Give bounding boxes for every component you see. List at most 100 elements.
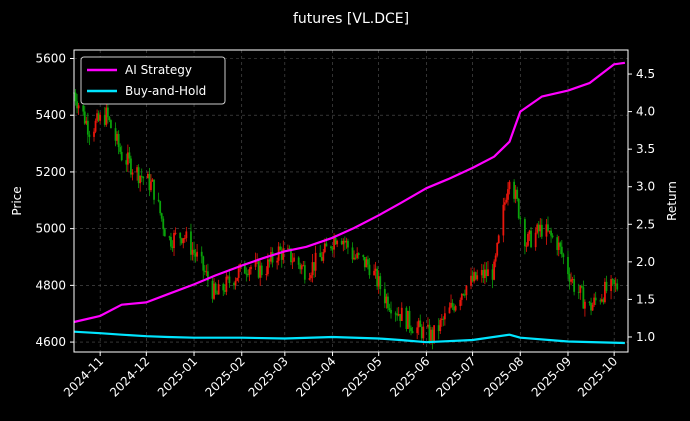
- candle: [99, 111, 102, 124]
- right-tick-label: 2.5: [636, 217, 655, 231]
- candle-body: [593, 297, 596, 305]
- candle: [217, 279, 220, 295]
- candle-body: [323, 243, 326, 253]
- candle: [527, 232, 529, 247]
- candle-body: [383, 289, 386, 304]
- candle: [114, 122, 117, 147]
- candle: [136, 164, 138, 181]
- candle: [74, 88, 77, 106]
- candle-body: [400, 307, 403, 321]
- candle-body: [345, 240, 348, 243]
- candle-body: [96, 113, 98, 121]
- candle-body: [193, 249, 195, 254]
- candle-body: [93, 131, 95, 137]
- candle-body: [473, 272, 476, 282]
- candle: [439, 318, 442, 334]
- candle-body: [157, 199, 160, 202]
- candle: [516, 186, 519, 202]
- candle: [128, 146, 131, 164]
- candle-body: [243, 264, 246, 274]
- candle: [523, 217, 526, 255]
- candle-body: [299, 264, 302, 270]
- candle: [454, 304, 457, 312]
- candle: [505, 193, 508, 204]
- candle-body: [217, 284, 220, 295]
- candle: [588, 301, 591, 306]
- candle: [368, 258, 371, 279]
- candle-body: [153, 179, 155, 200]
- candle: [411, 326, 414, 334]
- candle: [514, 185, 517, 204]
- candle: [83, 105, 86, 125]
- candle: [396, 307, 399, 321]
- candle: [440, 313, 443, 327]
- candle: [508, 180, 511, 195]
- candle-body: [250, 266, 252, 270]
- candle-body: [616, 283, 619, 290]
- candle: [293, 252, 295, 262]
- candle: [159, 200, 162, 216]
- candle-body: [340, 240, 343, 245]
- candle-body: [342, 240, 345, 245]
- candle: [497, 234, 500, 245]
- candle-body: [322, 252, 325, 261]
- candle: [103, 107, 106, 127]
- candle: [474, 271, 477, 281]
- left-tick-label: 5600: [35, 52, 66, 66]
- candle: [203, 265, 206, 276]
- candle: [494, 253, 497, 268]
- candle: [259, 260, 262, 286]
- candle-body: [594, 297, 597, 301]
- candle-body: [260, 265, 263, 276]
- candle: [363, 257, 366, 272]
- candle: [437, 318, 440, 340]
- candle: [568, 267, 571, 290]
- candle: [151, 178, 154, 182]
- candle: [297, 256, 300, 269]
- candle: [551, 233, 554, 239]
- candle: [611, 278, 614, 286]
- candle-body: [474, 272, 477, 280]
- candle-body: [396, 313, 399, 316]
- candle-body: [443, 313, 446, 320]
- candle-body: [182, 238, 185, 244]
- candle-body: [485, 269, 488, 277]
- candle-body: [470, 275, 472, 286]
- candle: [120, 145, 123, 162]
- candle-body: [497, 235, 500, 244]
- candle-body: [125, 160, 128, 165]
- candle-body: [417, 320, 420, 328]
- candle: [160, 212, 163, 222]
- candle: [537, 221, 540, 239]
- candle: [550, 227, 552, 243]
- candle-body: [556, 237, 559, 250]
- candle-body: [356, 253, 359, 258]
- candle-body: [410, 327, 412, 332]
- candle-body: [313, 262, 315, 271]
- candle: [460, 293, 463, 306]
- candle: [594, 291, 597, 306]
- legend: AI Strategy Buy-and-Hold: [80, 56, 226, 105]
- candle: [507, 182, 509, 206]
- candle: [234, 277, 237, 290]
- candle: [465, 285, 468, 301]
- candle-body: [126, 152, 129, 165]
- candle: [600, 293, 603, 303]
- candle-body: [376, 268, 379, 287]
- candle-body: [148, 173, 151, 191]
- candle-body: [496, 243, 499, 256]
- candle-body: [222, 284, 225, 291]
- right-tick-label: 3.0: [636, 180, 655, 194]
- candle: [590, 297, 592, 316]
- candle-body: [128, 152, 131, 159]
- candle-body: [108, 117, 111, 121]
- candle: [536, 223, 539, 235]
- candle-body: [320, 257, 323, 261]
- candle: [319, 245, 322, 258]
- candle: [139, 175, 142, 192]
- candle-body: [527, 233, 529, 246]
- candle-body: [428, 324, 431, 342]
- candle: [431, 327, 434, 350]
- candle: [105, 103, 108, 127]
